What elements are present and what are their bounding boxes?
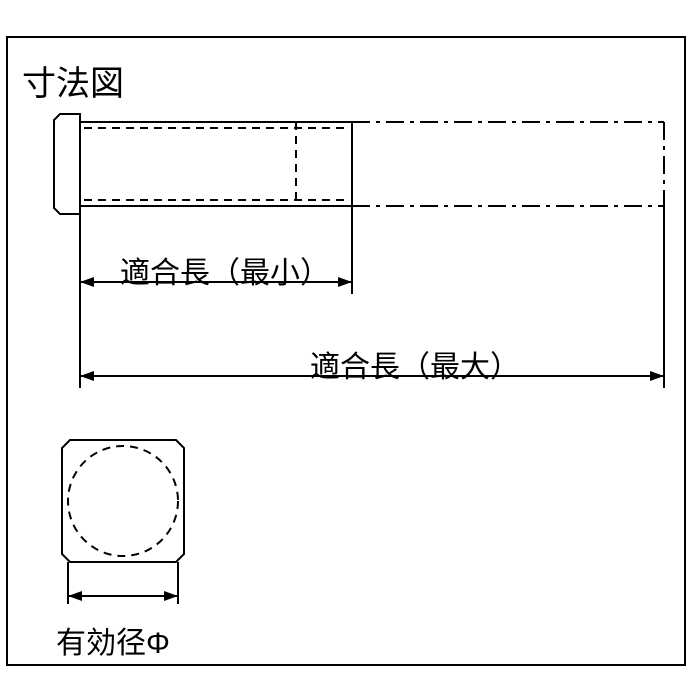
dim-max-label: 適合長（最大） (310, 342, 520, 386)
dim-min-label: 適合長（最小） (120, 248, 330, 292)
effective-dia-label: 有効径Φ (56, 618, 170, 662)
